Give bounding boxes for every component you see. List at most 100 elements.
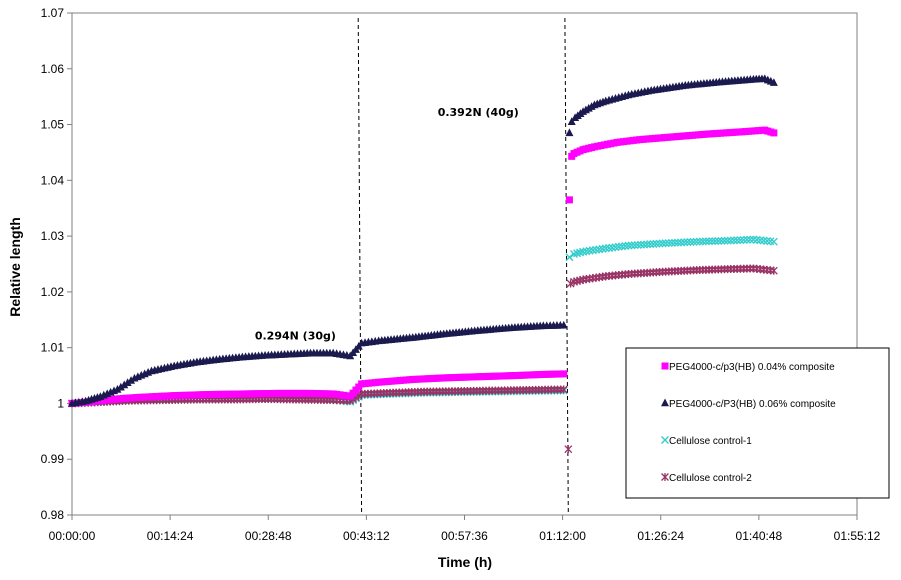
data-point: [605, 243, 614, 252]
data-point: [633, 240, 642, 249]
y-tick-label: 1.05: [41, 118, 65, 132]
data-point: [733, 236, 742, 245]
x-tick-label: 00:43:12: [343, 529, 390, 543]
y-tick-label: 1.04: [41, 173, 65, 187]
data-point: [621, 241, 630, 250]
data-point: [661, 362, 669, 370]
series-1: [68, 126, 778, 407]
y-tick-label: 1: [57, 396, 64, 410]
data-point: [769, 78, 778, 86]
x-axis-title: Time (h): [438, 554, 492, 570]
y-tick-label: 1.07: [41, 6, 65, 20]
data-point: [643, 240, 652, 249]
data-point: [729, 236, 738, 245]
data-point: [661, 398, 669, 407]
data-point: [661, 473, 669, 481]
x-tick-label: 01:40:48: [736, 529, 783, 543]
data-point: [120, 380, 129, 389]
data-point: [661, 239, 670, 248]
data-point: [567, 117, 576, 125]
data-point: [649, 239, 658, 248]
x-tick-label: 00:00:00: [49, 529, 96, 543]
data-point: [639, 240, 648, 249]
data-point: [714, 236, 723, 245]
load-annotation: 0.294N (30g): [255, 329, 336, 342]
data-point: [627, 241, 636, 250]
data-point: [565, 196, 573, 204]
data-point: [564, 445, 573, 454]
y-tick-label: 1.01: [41, 341, 65, 355]
data-point: [127, 376, 136, 384]
data-point: [565, 253, 574, 262]
data-point: [736, 236, 745, 245]
data-point: [664, 239, 673, 248]
data-point: [683, 238, 692, 247]
x-tick-label: 00:14:24: [147, 529, 194, 543]
data-point: [652, 239, 661, 248]
data-point: [711, 237, 720, 246]
data-point: [630, 241, 639, 250]
data-point: [770, 129, 778, 137]
data-point: [695, 237, 704, 246]
data-point: [116, 382, 125, 391]
data-point: [624, 241, 633, 250]
data-point: [611, 243, 620, 252]
legend-entry: PEG4000-c/P3(HB) 0.06% composite: [669, 399, 836, 410]
y-tick-label: 1.06: [41, 62, 65, 76]
x-tick-label: 00:28:48: [245, 529, 292, 543]
load-change-line: [357, 17, 363, 516]
data-point: [720, 236, 729, 245]
data-point: [717, 236, 726, 245]
load-annotation: 0.392N (40g): [438, 106, 519, 119]
y-tick-label: 0.99: [41, 452, 65, 466]
data-point: [689, 237, 698, 246]
legend-entry: PEG4000-c/p3(HB) 0.04% composite: [669, 362, 835, 373]
series-2: [68, 74, 778, 407]
data-point: [636, 240, 645, 249]
data-point: [614, 242, 623, 251]
data-point: [739, 235, 748, 244]
data-point: [646, 240, 655, 249]
data-point: [769, 237, 778, 246]
x-tick-label: 00:57:36: [441, 529, 488, 543]
data-point: [123, 378, 132, 387]
data-point: [565, 128, 574, 137]
data-point: [698, 237, 707, 246]
data-point: [701, 237, 710, 246]
data-point: [655, 239, 664, 248]
data-point: [742, 235, 751, 244]
legend-entry: Cellulose control-1: [669, 436, 752, 447]
data-point: [670, 238, 679, 247]
data-point: [686, 237, 695, 246]
data-point: [559, 320, 568, 329]
x-tick-label: 01:26:24: [637, 529, 684, 543]
data-point: [723, 236, 732, 245]
load-change-line: [564, 17, 569, 516]
data-point: [658, 239, 667, 248]
y-tick-label: 0.98: [41, 508, 65, 522]
data-point: [746, 235, 755, 244]
data-point: [680, 238, 689, 247]
legend-box: [625, 347, 890, 499]
data-point: [674, 238, 683, 247]
data-point: [692, 237, 701, 246]
x-tick-label: 01:55:12: [834, 529, 881, 543]
y-tick-label: 1.02: [41, 285, 65, 299]
data-point: [677, 238, 686, 247]
data-point: [113, 385, 122, 393]
data-point: [560, 370, 568, 378]
y-axis-title: Relative length: [7, 217, 23, 317]
x-tick-label: 01:12:00: [539, 529, 586, 543]
data-point: [601, 244, 610, 253]
data-point: [618, 242, 627, 251]
data-point: [559, 385, 568, 394]
data-point: [661, 436, 669, 444]
data-point: [769, 266, 778, 275]
data-point: [705, 237, 714, 246]
data-point: [708, 237, 717, 246]
y-tick-label: 1.03: [41, 229, 65, 243]
legend-entry: Cellulose control-2: [669, 473, 752, 484]
data-point: [608, 243, 617, 252]
data-point: [667, 238, 676, 247]
